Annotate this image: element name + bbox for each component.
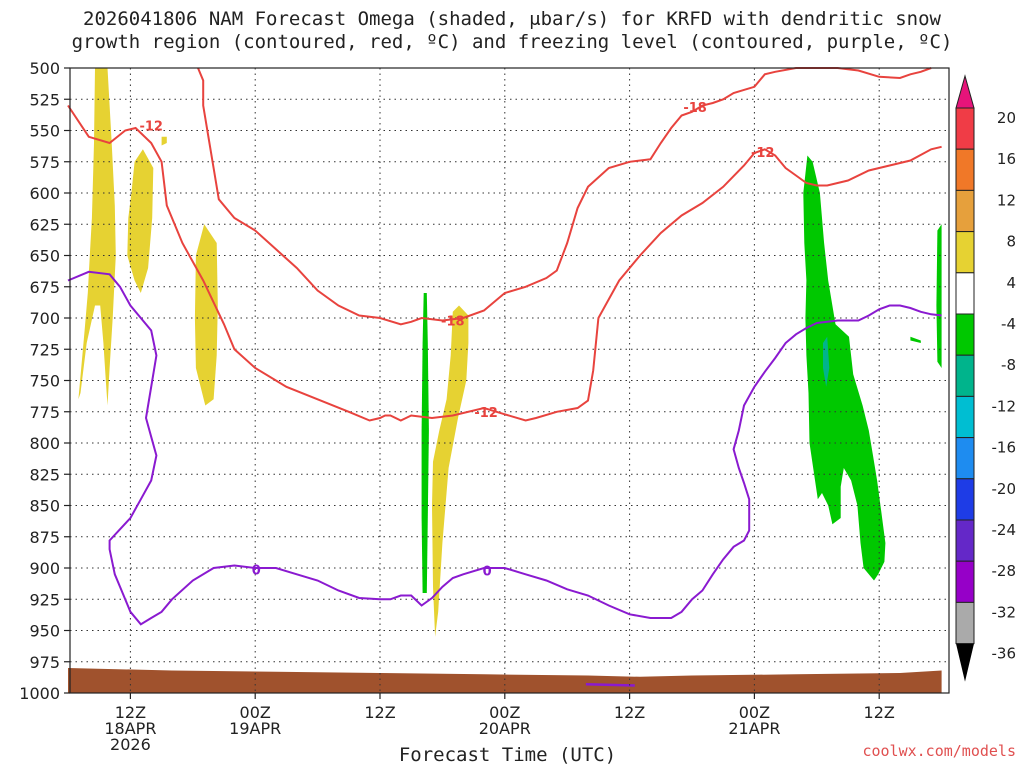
- contour-lines: [67, 67, 942, 626]
- omega-yellow-area-3: [194, 224, 218, 406]
- x-tick-label: 12Z: [614, 703, 645, 722]
- colorbar-top-arrow: [955, 74, 975, 109]
- y-tick-label: 925: [29, 590, 60, 609]
- colorbar: 20 16 12 8 4 -4 -8 -12 -16 -20 -24 -28 -32 -36: [955, 74, 1017, 682]
- contour-label-red_d: -12: [474, 406, 498, 421]
- contour-line-1: [197, 67, 932, 326]
- chart-title-line-1: 2026041806 NAM Forecast Omega (shaded, μ…: [83, 8, 941, 30]
- colorbar-swatch: [955, 148, 975, 191]
- colorbar-label: -32: [992, 603, 1017, 621]
- y-tick-label: 1000: [19, 684, 60, 703]
- y-tick-label: 775: [29, 403, 60, 422]
- colorbar-swatch: [955, 272, 975, 315]
- colorbar-label: 4: [1006, 274, 1016, 292]
- omega-green-area-3: [936, 224, 942, 368]
- colorbar-label: -20: [992, 480, 1017, 498]
- y-tick-label: 600: [29, 184, 60, 203]
- colorbar-swatch: [955, 478, 975, 521]
- colorbar-label: -16: [992, 439, 1017, 457]
- x-tick-label: 00Z: [240, 703, 271, 722]
- colorbar-swatch: [955, 601, 975, 645]
- y-tick-label: 675: [29, 278, 60, 297]
- colorbar-label: 16: [997, 150, 1016, 168]
- x-tick-label: 00Z: [739, 703, 770, 722]
- colorbar-bottom-arrow: [956, 643, 974, 682]
- contour-label-red_c: -18: [683, 101, 707, 116]
- colorbar-label: -28: [992, 562, 1017, 580]
- omega-green-area-4: [910, 336, 921, 343]
- ground-purple-segment: [585, 683, 635, 687]
- omega-yellow-area-4: [432, 305, 469, 637]
- colorbar-swatch: [955, 231, 975, 274]
- y-tick-label: 800: [29, 434, 60, 453]
- y-tick-label: 950: [29, 622, 60, 641]
- contour-label-purple_b: 0: [483, 565, 492, 580]
- y-tick-label: 550: [29, 122, 60, 141]
- y-tick-label: 825: [29, 465, 60, 484]
- colorbar-swatch: [955, 189, 975, 233]
- colorbar-swatch: [955, 437, 975, 480]
- contour-labels: -12 -18 -18 -12 -12 0 0: [139, 101, 774, 580]
- omega-yellow-area-5: [161, 136, 167, 146]
- x-tick-label: 19APR: [229, 719, 281, 738]
- colorbar-label: -8: [1001, 356, 1016, 374]
- colorbar-label: -24: [992, 521, 1017, 539]
- contour-line-0: [67, 104, 942, 422]
- colorbar-label: -36: [992, 645, 1017, 663]
- y-tick-label: 750: [29, 372, 60, 391]
- omega-green-area-1: [421, 293, 429, 593]
- omega-yellow-area-1: [78, 68, 116, 406]
- contour-label-red_e: -12: [751, 146, 775, 161]
- x-tick-label: 00Z: [489, 703, 520, 722]
- chart-title-line-2: growth region (contoured, red, ºC) and f…: [71, 31, 953, 53]
- y-tick-label: 525: [29, 90, 60, 109]
- y-tick-label: 975: [29, 653, 60, 672]
- y-tick-label: 650: [29, 247, 60, 266]
- contour-label-red_a: -12: [139, 120, 163, 135]
- colorbar-swatch: [955, 519, 975, 562]
- x-tick-label: 12Z: [364, 703, 395, 722]
- x-tick-label: 18APR: [104, 719, 156, 738]
- y-tick-label: 700: [29, 309, 60, 328]
- x-tick-label: 20APR: [479, 719, 531, 738]
- grid-lines: [70, 68, 949, 693]
- colorbar-label: 20: [997, 109, 1016, 127]
- credit-text: coolwx.com/models: [862, 742, 1016, 760]
- colorbar-swatch: [955, 354, 975, 397]
- contour-line-2: [67, 270, 942, 626]
- colorbar-swatch: [955, 313, 975, 356]
- y-tick-label: 575: [29, 153, 60, 172]
- colorbar-label: -12: [992, 397, 1017, 415]
- contour-label-purple_a: 0: [252, 563, 261, 578]
- x-tick-label: 2026: [110, 735, 151, 754]
- omega-yellow-area-2: [127, 149, 154, 293]
- y-tick-label: 900: [29, 559, 60, 578]
- ground-surface: [68, 668, 942, 693]
- y-tick-label: 625: [29, 215, 60, 234]
- y-axis: 500 525 550 575 600 625 650 675 700 725 750 775 800 8…: [19, 59, 70, 703]
- y-tick-label: 725: [29, 340, 60, 359]
- colorbar-label: -4: [1001, 315, 1016, 333]
- colorbar-swatch: [955, 395, 975, 439]
- y-tick-label: 850: [29, 497, 60, 516]
- y-tick-label: 500: [29, 59, 60, 78]
- x-tick-label: 12Z: [864, 703, 895, 722]
- colorbar-swatch: [955, 560, 975, 603]
- x-axis-title: Forecast Time (UTC): [398, 744, 617, 766]
- colorbar-label: 12: [997, 191, 1016, 209]
- colorbar-swatch: [955, 107, 975, 150]
- x-tick-label: 12Z: [115, 703, 146, 722]
- y-tick-label: 875: [29, 528, 60, 547]
- omega-shading: [68, 68, 942, 693]
- x-tick-label: 21APR: [728, 719, 780, 738]
- colorbar-label: 8: [1006, 233, 1016, 251]
- contour-label-red_b: -18: [441, 315, 465, 330]
